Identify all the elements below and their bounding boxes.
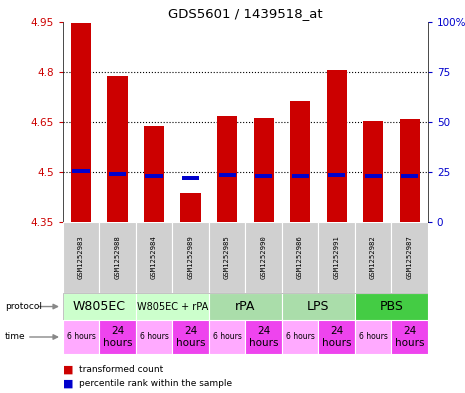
Bar [100,320,136,354]
Bar [217,116,237,222]
Bar [63,222,100,293]
Text: 24
hours: 24 hours [322,326,351,348]
Bar [355,320,391,354]
Bar [63,320,100,354]
Bar [109,172,126,176]
Text: 24
hours: 24 hours [395,326,424,348]
Title: GDS5601 / 1439518_at: GDS5601 / 1439518_at [168,7,323,20]
Text: GSM1252989: GSM1252989 [187,235,193,279]
Bar [365,174,382,178]
Text: 6 hours: 6 hours [66,332,95,342]
Bar [401,174,418,178]
Bar [209,222,246,293]
Bar [136,320,172,354]
Text: LPS: LPS [307,300,330,313]
Text: protocol: protocol [5,302,42,311]
Bar [172,222,209,293]
Bar [100,222,136,293]
Bar [209,320,246,354]
Bar [282,222,318,293]
Bar [392,320,428,354]
Text: rPA: rPA [235,300,255,313]
Text: GSM1252990: GSM1252990 [260,235,266,279]
Text: 6 hours: 6 hours [286,332,314,342]
Bar [246,222,282,293]
Bar [219,173,236,177]
Text: ■: ■ [63,364,73,375]
Bar [209,293,282,320]
Bar [290,101,310,222]
Text: GSM1252985: GSM1252985 [224,235,230,279]
Text: 24
hours: 24 hours [176,326,205,348]
Bar [253,118,273,222]
Bar [73,169,90,173]
Bar [392,222,428,293]
Text: GSM1252986: GSM1252986 [297,235,303,279]
Text: GSM1252988: GSM1252988 [114,235,120,279]
Text: ■: ■ [63,378,73,388]
Bar [282,320,318,354]
Text: W805EC + rPA: W805EC + rPA [137,301,208,312]
Bar [146,174,163,178]
Bar [355,222,391,293]
Text: 6 hours: 6 hours [213,332,241,342]
Text: GSM1252991: GSM1252991 [333,235,339,279]
Bar [318,320,355,354]
Text: GSM1252983: GSM1252983 [78,235,84,279]
Text: 24
hours: 24 hours [249,326,278,348]
Text: 6 hours: 6 hours [140,332,168,342]
Bar [180,193,200,222]
Bar [318,222,355,293]
Bar [355,293,428,320]
Text: GSM1252982: GSM1252982 [370,235,376,279]
Bar [136,222,172,293]
Bar [246,320,282,354]
Text: PBS: PBS [379,300,403,313]
Text: 24
hours: 24 hours [103,326,132,348]
Text: time: time [5,332,25,342]
Bar [107,76,127,222]
Bar [399,119,419,222]
Bar [172,320,209,354]
Bar [255,174,272,178]
Text: GSM1252987: GSM1252987 [406,235,412,279]
Bar [363,121,383,222]
Text: 6 hours: 6 hours [359,332,387,342]
Text: percentile rank within the sample: percentile rank within the sample [79,379,232,387]
Bar [326,70,346,222]
Text: transformed count: transformed count [79,365,163,374]
Bar [136,293,209,320]
Bar [182,176,199,180]
Bar [282,293,355,320]
Bar [144,126,164,222]
Bar [292,174,309,178]
Text: GSM1252984: GSM1252984 [151,235,157,279]
Bar [71,23,91,222]
Bar [328,173,345,177]
Text: W805EC: W805EC [73,300,126,313]
Bar [63,293,136,320]
